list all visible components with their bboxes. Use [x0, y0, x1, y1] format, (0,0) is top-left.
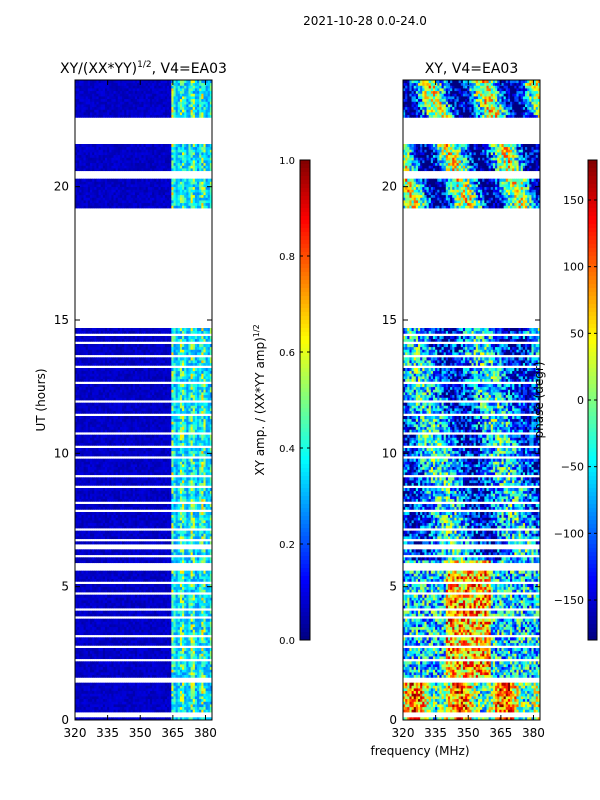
- figure-canvas: 320 335 350 365 38005101520XY/(XX*YY)1/2, V4…: [0, 0, 600, 800]
